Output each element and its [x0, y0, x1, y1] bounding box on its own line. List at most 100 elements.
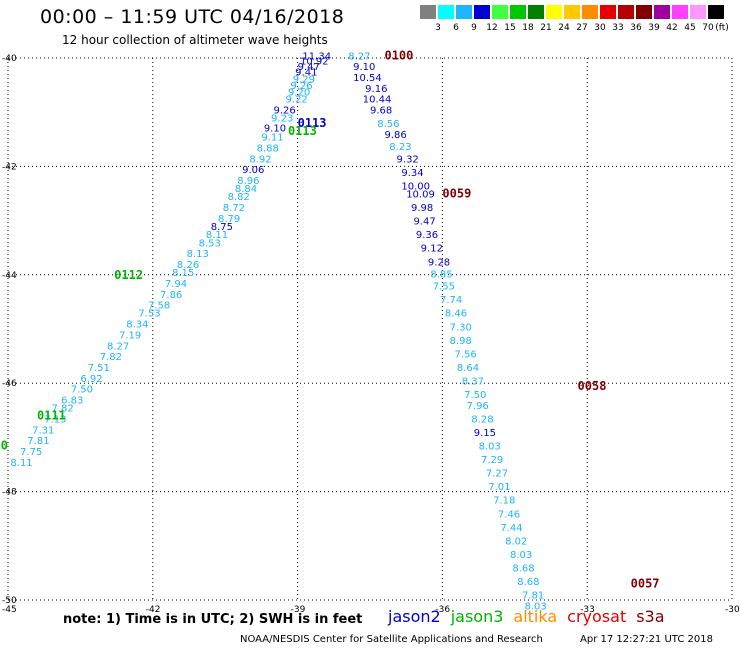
- swh-value: 7.81: [522, 591, 544, 602]
- swh-value: 7.58: [148, 301, 170, 312]
- legend-label: 21: [540, 23, 552, 33]
- lat-label: -40: [2, 54, 17, 64]
- swh-value: 9.26: [290, 81, 312, 92]
- legend-swatch: [474, 5, 491, 19]
- swh-value: 8.28: [471, 414, 493, 425]
- swh-value: 7.74: [440, 295, 462, 306]
- legend-label: 12: [486, 23, 498, 33]
- swh-value: 8.96: [237, 176, 259, 187]
- lon-label: -33: [580, 605, 595, 615]
- time-label: 0100: [384, 48, 413, 62]
- swh-value: 10.54: [353, 73, 382, 84]
- lat-label: -46: [2, 379, 17, 389]
- legend-swatch: [708, 5, 725, 19]
- swh-value: 7.19: [119, 330, 141, 341]
- legend-swatch: [636, 5, 653, 19]
- page-title: 00:00 – 11:59 UTC 04/16/2018: [40, 6, 345, 28]
- swh-value: 7.46: [498, 509, 520, 520]
- swh-value: 8.27: [348, 51, 370, 62]
- swh-value: 7.30: [450, 322, 472, 333]
- map-grid: [7, 57, 733, 601]
- legend-swatch: [528, 5, 545, 19]
- swh-value: 7.27: [486, 469, 508, 480]
- swh-value: 8.64: [457, 363, 479, 374]
- map-axes: -40 -42 -44 -46 -48 -50-45 -42 -39 -36 -33 -30: [2, 54, 740, 615]
- generated-timestamp: Apr 17 12:27:21 UTC 2018: [580, 634, 713, 645]
- swh-value: 8.03: [524, 601, 546, 612]
- swh-value: 9.23: [271, 114, 293, 125]
- legend-swatch: [420, 5, 437, 19]
- legend-swatch: [492, 5, 509, 19]
- legend-label: 9: [471, 23, 477, 33]
- legend-label: 36: [630, 23, 642, 33]
- swh-value: 10.92: [300, 57, 329, 68]
- legend-label: 3: [435, 23, 441, 33]
- legend-swatch: [672, 5, 689, 19]
- swh-value: 8.02: [505, 536, 527, 547]
- lon-label: -36: [435, 605, 450, 615]
- swh-value: 8.26: [177, 260, 199, 271]
- swh-value: 7.82: [100, 352, 122, 363]
- swh-value: 6.92: [80, 374, 102, 385]
- legend-label: 42: [666, 23, 678, 33]
- swh-value: 9.10: [353, 62, 375, 73]
- swh-value: 8.46: [445, 309, 467, 320]
- swh-value: 7.75: [20, 447, 42, 458]
- swh-value: 9.41: [295, 68, 317, 79]
- swh-value: 8.79: [218, 214, 240, 225]
- legend-swatch: [582, 5, 599, 19]
- swh-value: 8.68: [512, 563, 534, 574]
- satellite-legend-item: s3a: [636, 607, 665, 626]
- swh-value: 7.53: [138, 309, 160, 320]
- lat-label: -48: [2, 488, 17, 498]
- swh-value: 8.03: [510, 550, 532, 561]
- swh-value: 8.72: [223, 203, 245, 214]
- swh-value: 8.11: [10, 458, 32, 469]
- satellite-legend-item: cryosat: [567, 607, 627, 626]
- swh-value: 10.44: [363, 95, 392, 106]
- legend-label: 27: [576, 23, 588, 33]
- swh-value: 8.88: [257, 143, 279, 154]
- satellite-legend: jason2 jason3 altika cryosat s3a: [388, 607, 675, 626]
- swh-value: 9.32: [397, 154, 419, 165]
- swh-value: 9.36: [416, 230, 438, 241]
- swh-value: 9.06: [242, 165, 264, 176]
- swh-value: 11.34: [302, 51, 331, 62]
- time-label: 0059: [442, 187, 471, 201]
- swh-value: 9.15: [474, 428, 496, 439]
- lon-label: -39: [291, 605, 306, 615]
- swh-value: 8.34: [126, 320, 148, 331]
- swh-value: 9.12: [421, 244, 443, 255]
- swh-value: 8.75: [211, 222, 233, 233]
- swh-value: 9.11: [261, 133, 283, 144]
- swh-value: 8.37: [462, 376, 484, 387]
- legend-label: 15: [504, 23, 516, 33]
- swh-value: 8.27: [107, 341, 129, 352]
- time-label: 0110: [0, 439, 8, 453]
- legend-swatch: [600, 5, 617, 19]
- swh-value: 7.50: [464, 390, 486, 401]
- legend-label: 24: [558, 23, 570, 33]
- swh-value: 8.11: [206, 230, 228, 241]
- footer-note: note: 1) Time is in UTC; 2) SWH is in fe…: [63, 612, 363, 627]
- swh-value: 7.51: [88, 363, 110, 374]
- swh-value: 9.47: [298, 62, 320, 73]
- swh-value: 8.92: [249, 154, 271, 165]
- legend-label: 6: [453, 23, 459, 33]
- satellite-legend-item: jason2: [388, 607, 441, 626]
- swh-value: 9.86: [384, 130, 406, 141]
- swh-value: 7.01: [488, 482, 510, 493]
- legend-unit: (ft): [715, 23, 729, 33]
- satellite-legend-item: jason3: [450, 607, 504, 626]
- swh-value: 8.03: [479, 442, 501, 453]
- legend-label: 39: [648, 23, 660, 33]
- legend-swatch: [618, 5, 635, 19]
- legend-label: 70: [702, 23, 714, 33]
- legend-swatch: [456, 5, 473, 19]
- swh-value: 8.68: [517, 577, 539, 588]
- time-label: 0112: [114, 268, 143, 282]
- time-label: 0111: [37, 409, 66, 423]
- swh-value: 8.53: [199, 238, 221, 249]
- legend-swatch: [690, 5, 707, 19]
- satellite-legend-item: altika: [513, 607, 558, 626]
